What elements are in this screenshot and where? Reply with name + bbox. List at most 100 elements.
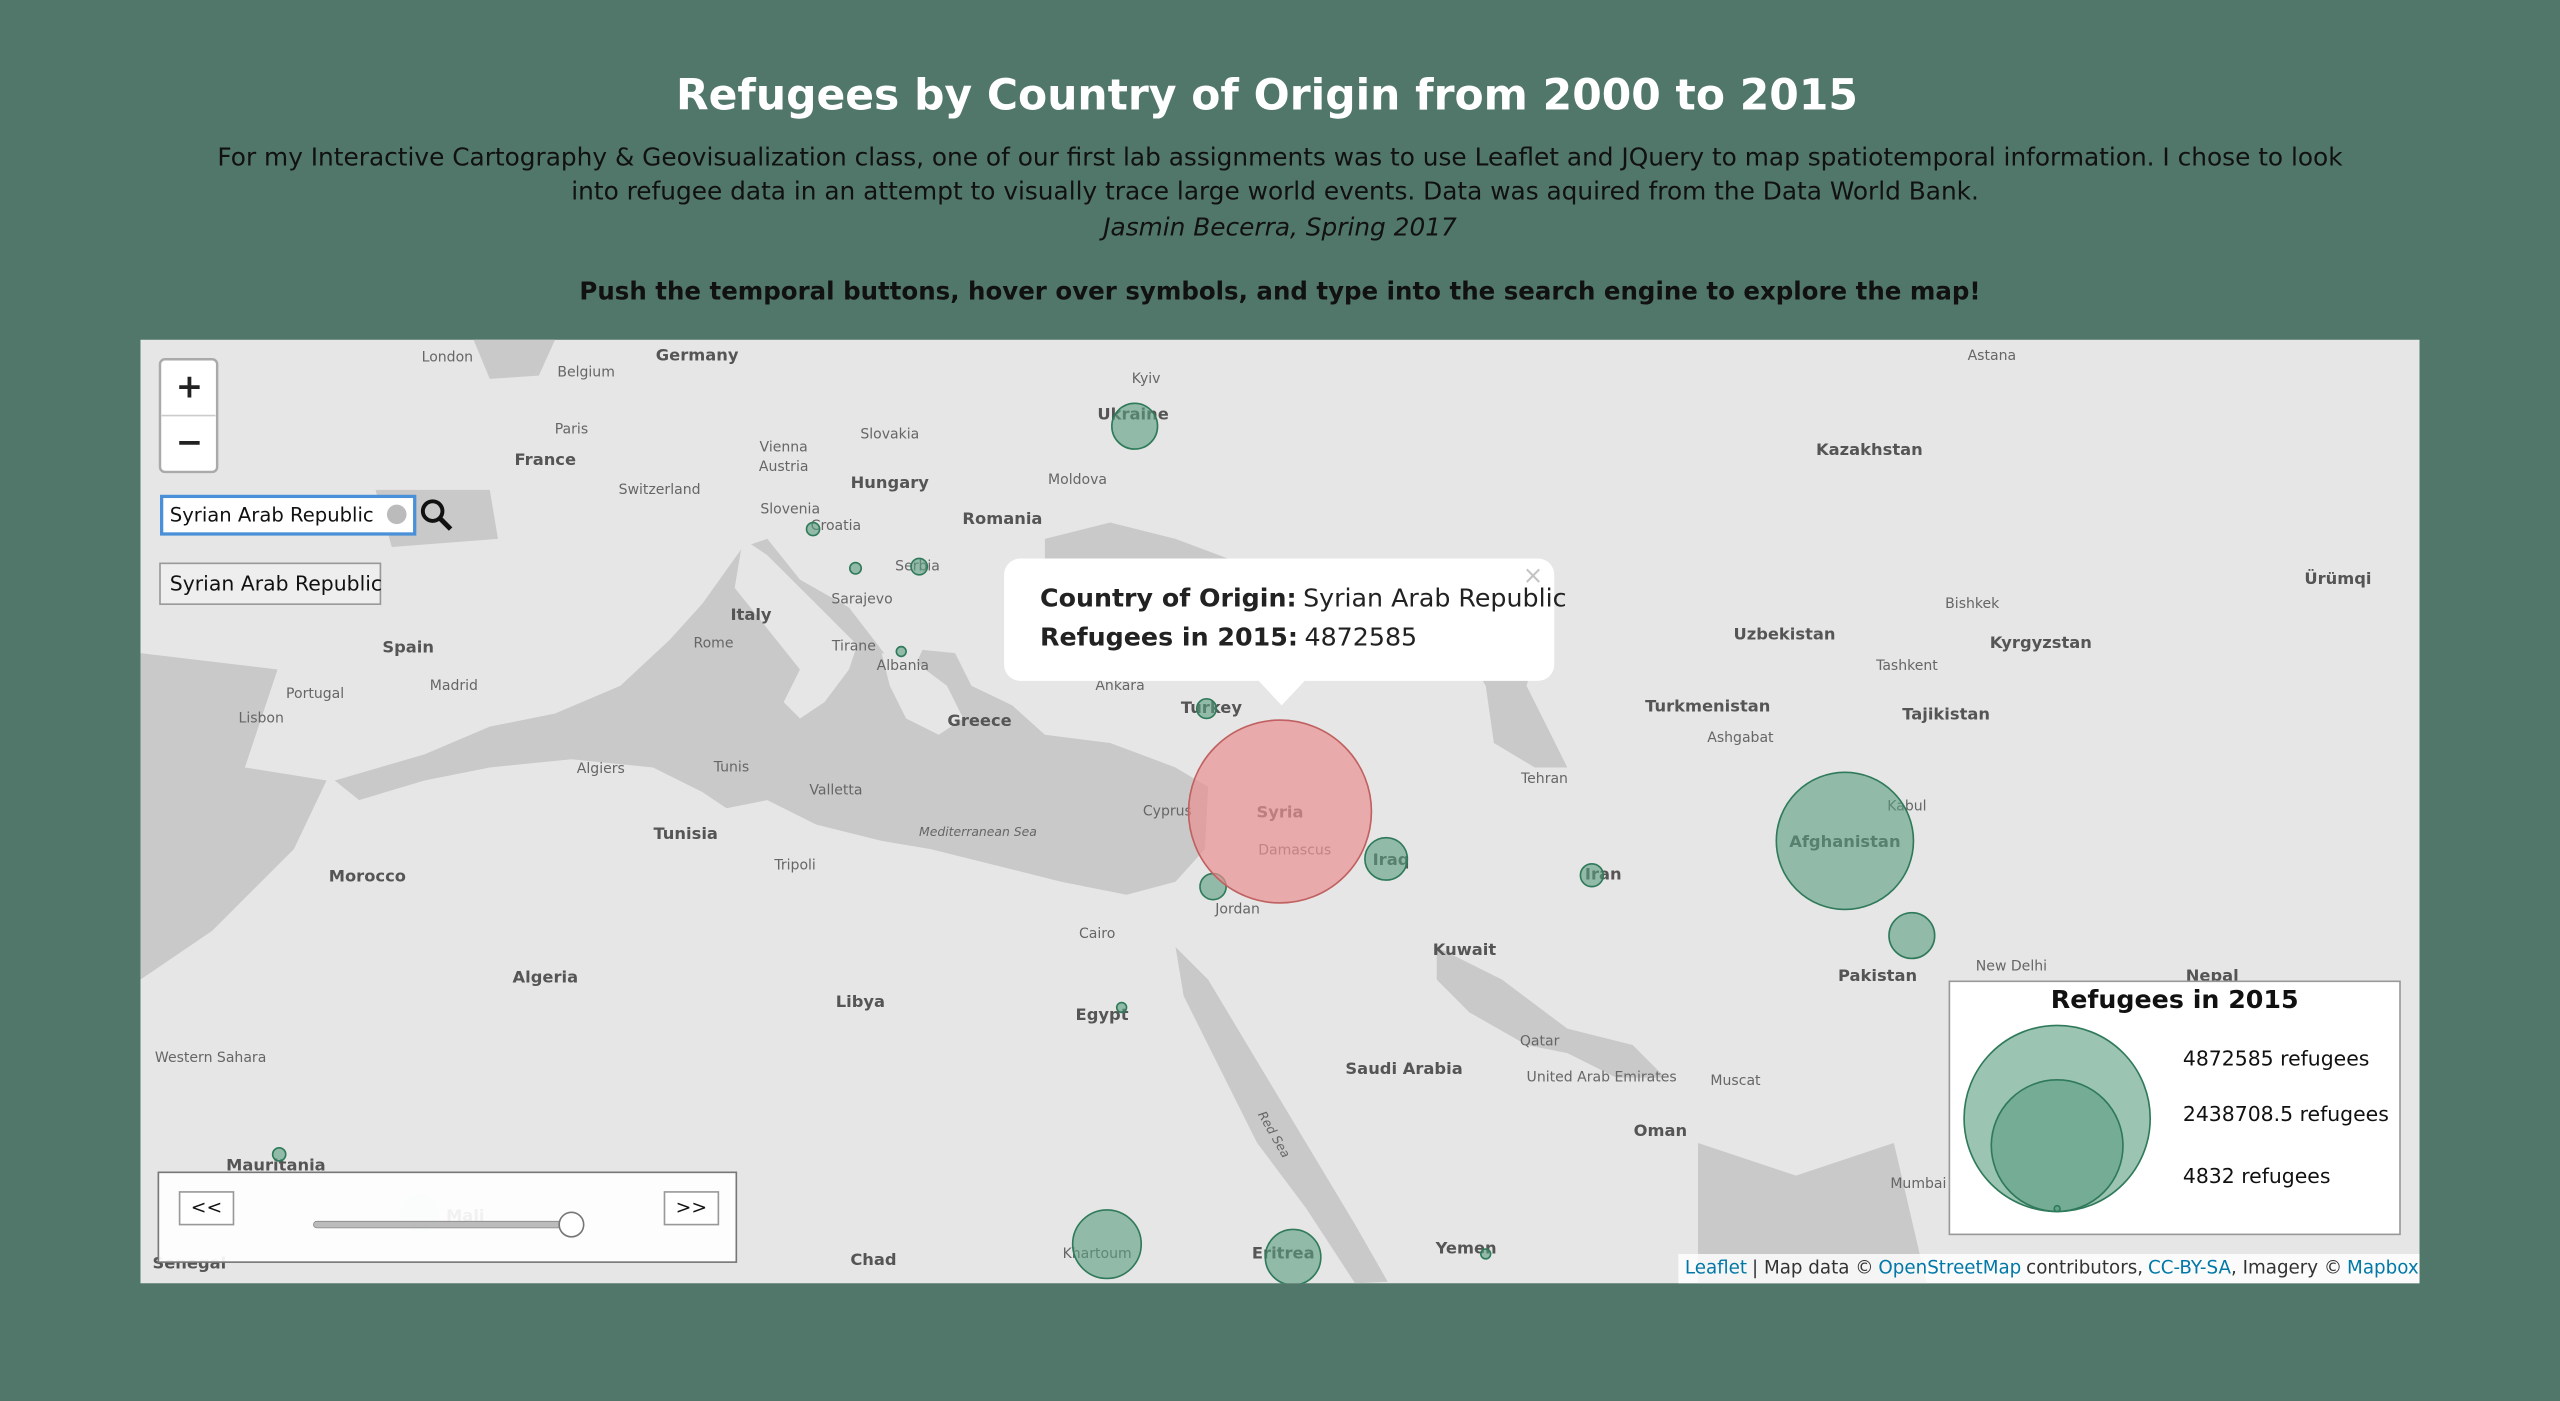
map-label: Algiers (577, 761, 625, 777)
popup-value: 4872585 (1304, 622, 1417, 651)
zoom-in[interactable]: + (176, 368, 203, 406)
map-label: United Arab Emirates (1527, 1070, 1677, 1086)
attribution-text: , Imagery © (2231, 1258, 2342, 1279)
symbol[interactable] (1111, 402, 1159, 450)
symbol[interactable] (1195, 698, 1218, 720)
map-label: Spain (382, 638, 434, 657)
attribution-box (1678, 1253, 2420, 1284)
search-value: Syrian Arab Republic (170, 504, 374, 527)
legend: Refugees in 2015 4872585 refugees 2438708… (1948, 980, 2401, 1236)
attribution-text: contributors, (2026, 1258, 2143, 1279)
map-label: Lisbon (239, 710, 284, 726)
map-label: Algeria (513, 968, 579, 987)
map-label: Qatar (1520, 1034, 1560, 1050)
next-label: >> (676, 1198, 707, 1219)
map-label: Cyprus (1143, 804, 1192, 820)
symbol[interactable] (1115, 1001, 1128, 1014)
map-label: Saudi Arabia (1345, 1059, 1462, 1078)
popup-box (1004, 558, 1555, 681)
suggestion-text: Syrian Arab Republic (170, 572, 382, 596)
description: For my Interactive Cartography & Geovisu… (217, 142, 2343, 171)
map-label: Greece (947, 711, 1011, 730)
legend-label: 2438708.5 refugees (2183, 1102, 2389, 1126)
zoom-out[interactable]: − (176, 423, 203, 461)
time-control (157, 1171, 738, 1263)
symbol[interactable] (848, 561, 863, 575)
link[interactable]: OpenStreetMap (1878, 1258, 2021, 1279)
map-label: Oman (1634, 1121, 1688, 1140)
map-label: Rome (693, 635, 733, 651)
map-label: Hungary (851, 473, 930, 492)
map-label: Tunis (713, 759, 749, 775)
symbols (271, 402, 1936, 1285)
popup-close[interactable]: × (1523, 560, 1544, 589)
map-label: Madrid (430, 678, 478, 694)
map-label: Kyiv (1132, 371, 1161, 387)
popup-tip (1257, 679, 1307, 706)
symbol[interactable] (271, 1147, 287, 1162)
map-label: Vienna (760, 439, 808, 455)
map-label: Pakistan (1838, 966, 1917, 985)
map-label: Kyrgyzstan (1990, 633, 2092, 652)
legend-label: 4832 refugees (2183, 1164, 2331, 1188)
map[interactable]: GermanyBelgiumLondonParisFranceKyivUkrai… (140, 339, 2420, 1285)
map-label: Mauritania (226, 1155, 326, 1174)
map-label: Ankara (1095, 678, 1144, 694)
next-button[interactable] (663, 1191, 720, 1226)
symbol[interactable] (1888, 911, 1936, 960)
slider-thumb[interactable] (558, 1211, 585, 1238)
symbol[interactable] (895, 645, 907, 658)
map-label: Moldova (1048, 472, 1107, 488)
prev-label: << (191, 1198, 222, 1219)
map-label: Belgium (557, 364, 615, 380)
map-label: Ürümqi (2304, 569, 2371, 588)
slider-track (313, 1220, 572, 1229)
symbol[interactable] (1775, 771, 1915, 911)
map-label: Muscat (1710, 1073, 1761, 1089)
search-icon[interactable] (420, 499, 445, 523)
symbol[interactable] (1071, 1209, 1143, 1280)
map-label: Morocco (329, 866, 406, 885)
map-label: London (422, 350, 473, 366)
search-input[interactable] (160, 494, 417, 536)
map-label: Tirane (831, 639, 876, 655)
map-label: Switzerland (619, 482, 701, 498)
map-label: Turkmenistan (1645, 697, 1770, 716)
symbol[interactable] (910, 557, 929, 576)
search-icon (437, 515, 453, 531)
instruction: Push the temporal buttons, hover over sy… (579, 276, 1980, 305)
map-label: Sarajevo (831, 591, 892, 607)
link[interactable]: Leaflet (1685, 1258, 1747, 1279)
map-label: Libya (836, 992, 885, 1011)
prev-button[interactable] (178, 1191, 235, 1226)
symbol[interactable] (1579, 862, 1605, 888)
popup-value: Syrian Arab Republic (1303, 583, 1566, 612)
map-label: New Delhi (1976, 959, 2047, 975)
map-label: Valletta (809, 782, 862, 798)
map-label: Nepal (2186, 966, 2239, 985)
symbol-selected[interactable] (1187, 719, 1373, 904)
map-label: Croatia (811, 518, 861, 534)
attribution: Leaflet | Map data © OpenStreetMap contribu… (1685, 1258, 2419, 1279)
map-label: Astana (1968, 348, 2017, 364)
map-label: Uzbekistan (1733, 625, 1835, 644)
link[interactable]: Mapbox (2347, 1258, 2419, 1279)
map-label: Italy (730, 605, 771, 624)
search-suggestion[interactable] (159, 562, 382, 605)
map-label: Romania (962, 509, 1042, 528)
map-label: Austria (759, 459, 809, 475)
popup-line: Refugees in 2015: 4872585 (1040, 622, 1417, 651)
symbol[interactable] (805, 521, 821, 537)
map-label: Albania (877, 658, 929, 674)
link[interactable]: CC-BY-SA (2148, 1258, 2231, 1279)
attribution-text: | Map data © (1752, 1258, 1874, 1279)
map-label: Kuwait (1433, 940, 1497, 959)
symbol[interactable] (1364, 836, 1409, 881)
symbol[interactable] (1480, 1248, 1492, 1260)
map-label: Bishkek (1945, 596, 2000, 612)
symbol[interactable] (1264, 1228, 1322, 1285)
map-label: Tehran (1520, 771, 1568, 787)
clear-icon[interactable] (386, 504, 407, 525)
map-label: Slovakia (860, 426, 919, 442)
page-title: Refugees by Country of Origin from 2000 … (676, 72, 1858, 121)
